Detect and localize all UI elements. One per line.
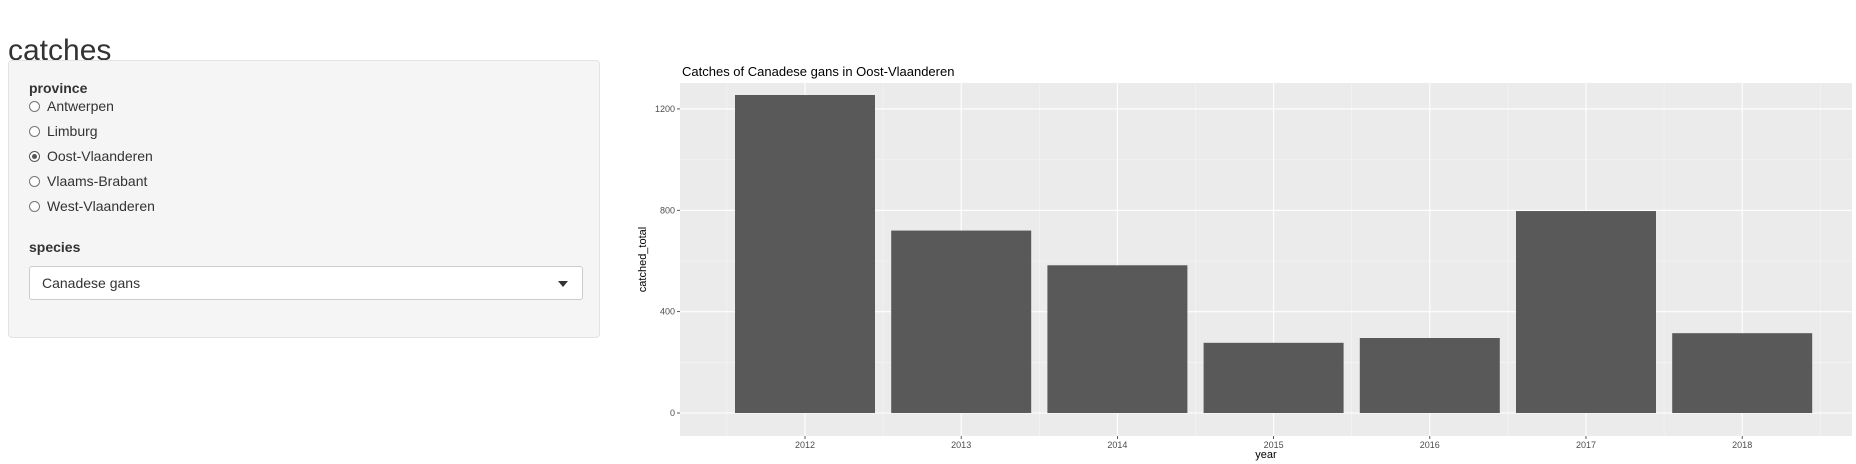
radio-circle[interactable] bbox=[29, 200, 40, 212]
radio-circle[interactable] bbox=[29, 175, 40, 187]
bar-2012 bbox=[735, 95, 875, 413]
y-tick-label: 1200 bbox=[655, 104, 675, 114]
bar-2018 bbox=[1672, 333, 1813, 413]
x-tick-label: 2018 bbox=[1732, 440, 1752, 450]
x-tick-label: 2016 bbox=[1420, 440, 1440, 450]
bar-2015 bbox=[1203, 342, 1344, 413]
x-axis-label: year bbox=[1255, 449, 1277, 461]
species-label: species bbox=[29, 239, 81, 255]
radio-circle[interactable] bbox=[29, 125, 40, 137]
radio-label: Antwerpen bbox=[47, 98, 114, 114]
radio-vlaams-brabant[interactable]: Vlaams-Brabant bbox=[29, 171, 147, 191]
y-axis-label: catched_total bbox=[637, 227, 649, 292]
x-tick-label: 2013 bbox=[951, 440, 971, 450]
bar-2017 bbox=[1516, 211, 1656, 413]
caret-down-icon bbox=[558, 281, 568, 287]
bar-2013 bbox=[891, 230, 1032, 413]
radio-limburg[interactable]: Limburg bbox=[29, 121, 98, 141]
radio-label: Limburg bbox=[47, 123, 98, 139]
x-tick-label: 2014 bbox=[1107, 440, 1127, 450]
radio-label: West-Vlaanderen bbox=[47, 198, 155, 214]
radio-circle[interactable] bbox=[29, 100, 40, 112]
x-tick-label: 2015 bbox=[1264, 440, 1284, 450]
radio-label: Oost-Vlaanderen bbox=[47, 148, 153, 164]
y-tick-label: 0 bbox=[670, 408, 675, 418]
province-label: province bbox=[29, 80, 88, 96]
y-tick-label: 400 bbox=[660, 307, 675, 317]
radio-west-vlaanderen[interactable]: West-Vlaanderen bbox=[29, 196, 155, 216]
bar-2014 bbox=[1047, 265, 1188, 413]
radio-oost-vlaanderen[interactable]: Oost-Vlaanderen bbox=[29, 146, 153, 166]
chart-title: Catches of Canadese gans in Oost-Vlaande… bbox=[682, 64, 954, 79]
x-tick-label: 2017 bbox=[1576, 440, 1596, 450]
species-select[interactable]: Canadese gans bbox=[29, 266, 583, 300]
bar-2016 bbox=[1359, 337, 1500, 413]
radio-circle-selected[interactable] bbox=[29, 150, 40, 162]
species-selected-value: Canadese gans bbox=[42, 275, 141, 291]
radio-antwerpen[interactable]: Antwerpen bbox=[29, 96, 114, 116]
bar-chart: 0 400 800 1200 2012 2013 2014 2015 2016 2017 2018 C… bbox=[637, 64, 1852, 461]
x-tick-label: 2012 bbox=[795, 440, 815, 450]
y-tick-label: 800 bbox=[660, 205, 675, 215]
radio-label: Vlaams-Brabant bbox=[47, 173, 148, 189]
sidebar-panel: province Antwerpen Limburg Oost-Vlaander… bbox=[8, 60, 600, 338]
